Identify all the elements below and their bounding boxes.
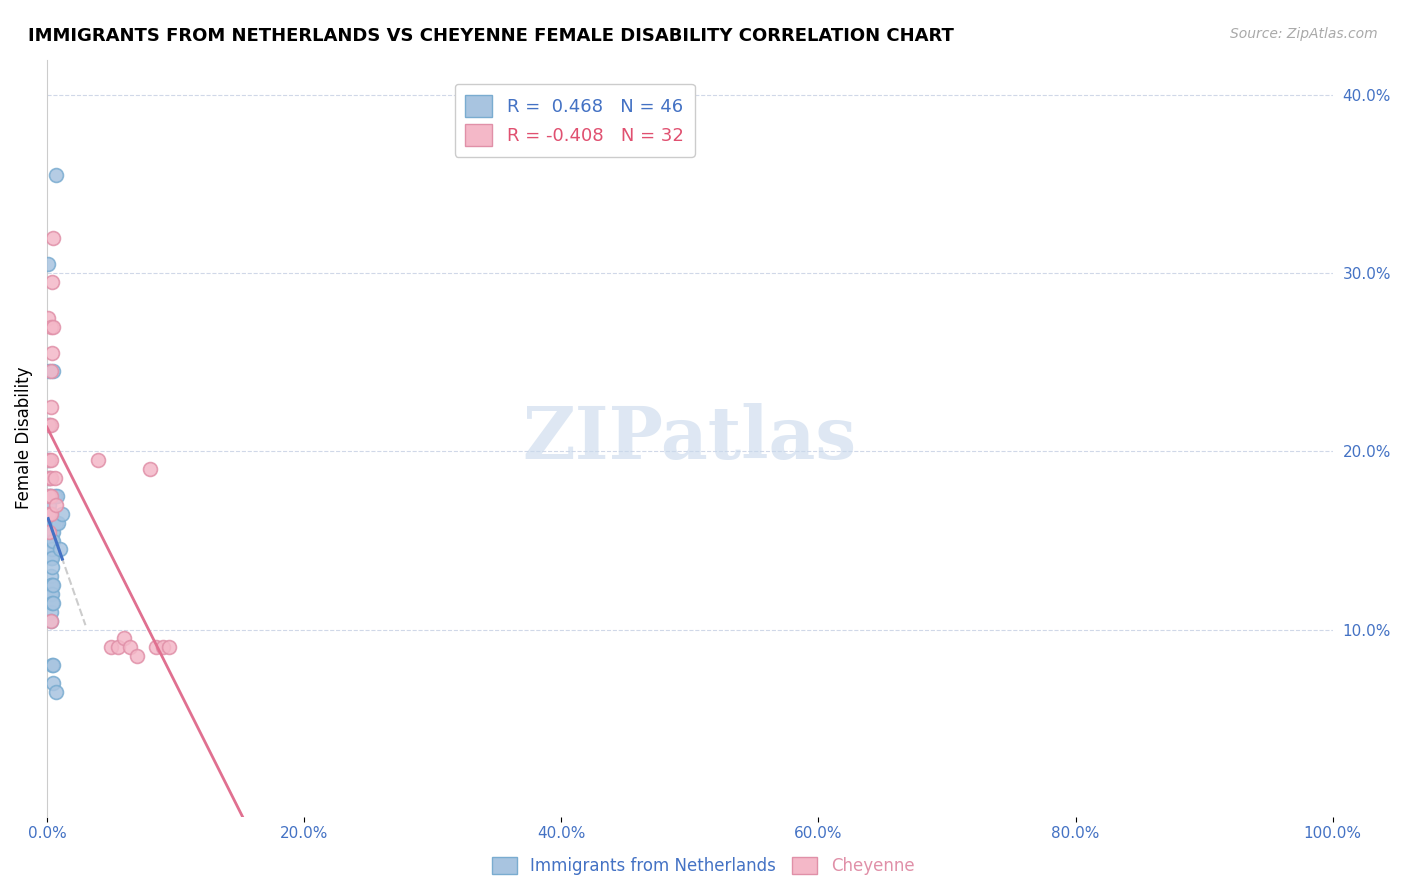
Point [39, 471, 62, 485]
Point [112, 632, 135, 646]
Point [39, 507, 62, 521]
Point [38, 516, 60, 530]
Point [139, 462, 162, 476]
Point [39, 605, 62, 619]
Point [41, 551, 63, 566]
Point [41, 658, 63, 673]
Point [45, 498, 67, 512]
Point [38, 507, 60, 521]
Point [152, 640, 174, 655]
Point [38, 489, 60, 503]
Point [42, 578, 65, 592]
Point [45, 169, 67, 183]
Point [100, 640, 122, 655]
Point [42, 516, 65, 530]
Point [39, 551, 62, 566]
Point [38, 498, 60, 512]
Legend: R =  0.468   N = 46, R = -0.408   N = 32: R = 0.468 N = 46, R = -0.408 N = 32 [454, 84, 695, 157]
Point [41, 596, 63, 610]
Point [38, 453, 60, 467]
Point [38, 489, 60, 503]
Point [42, 524, 65, 539]
Point [38, 364, 60, 378]
Text: Source: ZipAtlas.com: Source: ZipAtlas.com [1230, 27, 1378, 41]
Point [39, 453, 62, 467]
Point [41, 542, 63, 557]
Point [37, 257, 59, 271]
Point [39, 516, 62, 530]
Point [39, 489, 62, 503]
Point [42, 230, 65, 244]
Point [44, 489, 66, 503]
Point [39, 489, 62, 503]
Point [45, 685, 67, 699]
Point [51, 507, 73, 521]
Point [39, 614, 62, 628]
Point [45, 516, 67, 530]
Point [48, 516, 70, 530]
Point [41, 560, 63, 574]
Point [39, 587, 62, 601]
Point [39, 542, 62, 557]
Point [42, 596, 65, 610]
Point [107, 640, 129, 655]
Point [38, 417, 60, 432]
Point [39, 614, 62, 628]
Point [39, 533, 62, 548]
Point [125, 649, 148, 664]
Point [145, 640, 167, 655]
Legend: Immigrants from Netherlands, Cheyenne: Immigrants from Netherlands, Cheyenne [484, 849, 922, 884]
Point [48, 542, 70, 557]
Point [41, 578, 63, 592]
Point [39, 364, 62, 378]
Point [38, 417, 60, 432]
Point [42, 533, 65, 548]
Point [42, 319, 65, 334]
Point [38, 471, 60, 485]
Point [39, 319, 62, 334]
Point [41, 587, 63, 601]
Point [39, 400, 62, 414]
Point [39, 578, 62, 592]
Point [41, 524, 63, 539]
Point [39, 507, 62, 521]
Point [41, 346, 63, 360]
Point [41, 275, 63, 289]
Point [39, 569, 62, 583]
Point [120, 640, 142, 655]
Point [46, 489, 69, 503]
Y-axis label: Female Disability: Female Disability [15, 367, 32, 509]
Point [38, 471, 60, 485]
Point [39, 524, 62, 539]
Point [37, 310, 59, 325]
Point [44, 471, 66, 485]
Point [42, 364, 65, 378]
Point [39, 417, 62, 432]
Point [157, 640, 180, 655]
Point [87, 453, 110, 467]
Point [42, 658, 65, 673]
Text: IMMIGRANTS FROM NETHERLANDS VS CHEYENNE FEMALE DISABILITY CORRELATION CHART: IMMIGRANTS FROM NETHERLANDS VS CHEYENNE … [28, 27, 955, 45]
Point [41, 533, 63, 548]
Point [38, 524, 60, 539]
Point [42, 676, 65, 690]
Point [37, 453, 59, 467]
Point [38, 507, 60, 521]
Text: ZIPatlas: ZIPatlas [523, 402, 856, 474]
